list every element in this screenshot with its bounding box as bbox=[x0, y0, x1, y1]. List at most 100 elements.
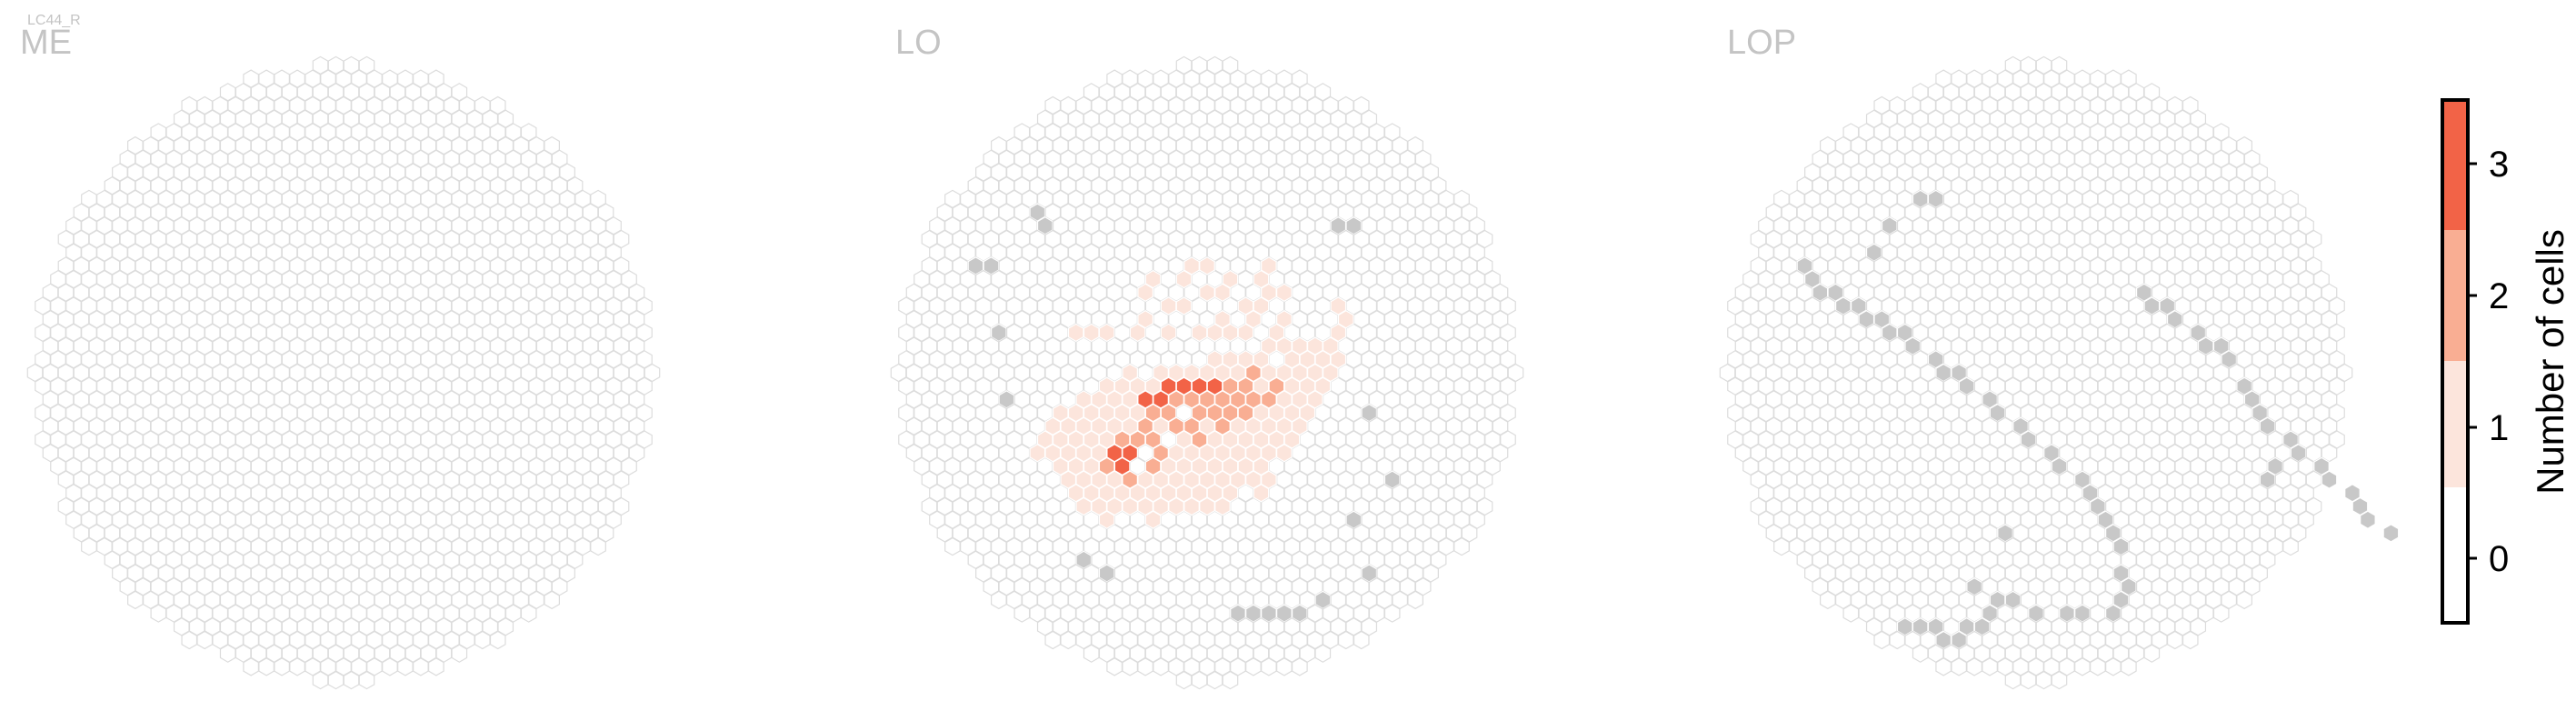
data-hex-count-1 bbox=[1222, 269, 1239, 289]
panel-lop bbox=[1719, 55, 2400, 690]
grid-hex bbox=[1060, 630, 1077, 650]
data-hex-count-1 bbox=[1330, 350, 1347, 369]
grid-hex bbox=[1842, 604, 1860, 623]
data-hex-count-1 bbox=[1083, 323, 1100, 343]
grid-hex bbox=[2282, 536, 2299, 556]
grid-hex bbox=[1353, 630, 1370, 650]
grid-hex bbox=[196, 630, 214, 650]
grid-hex bbox=[1889, 630, 1906, 650]
data-hex-count-1 bbox=[1175, 296, 1193, 315]
grid-hex bbox=[1383, 604, 1401, 623]
grid-hex bbox=[1044, 630, 1062, 650]
colorbar-tick-label-1: 1 bbox=[2489, 408, 2509, 448]
data-hex-count-1 bbox=[1199, 496, 1215, 516]
panel-me bbox=[26, 55, 661, 690]
data-hex-count-1 bbox=[1253, 484, 1270, 503]
data-hex-count-1 bbox=[1160, 296, 1177, 315]
grid-hex bbox=[2166, 630, 2183, 650]
grid-hex bbox=[2182, 630, 2199, 650]
grid-hex bbox=[382, 657, 398, 676]
grid-hex bbox=[520, 604, 537, 623]
grid-hex bbox=[413, 657, 429, 676]
data-hex-count-1 bbox=[1153, 496, 1169, 516]
grid-hex bbox=[1951, 657, 1967, 676]
data-hex-count-1 bbox=[1214, 496, 1231, 516]
grid-hex bbox=[358, 670, 375, 690]
grid-hex bbox=[1083, 644, 1100, 663]
data-hex-count-1 bbox=[1237, 350, 1254, 369]
grid-hex bbox=[2121, 657, 2137, 676]
grid-hex bbox=[2143, 644, 2161, 663]
data-hex-count-1 bbox=[1245, 416, 1262, 436]
grid-hex bbox=[1206, 670, 1223, 690]
grid-hex bbox=[289, 657, 305, 676]
colorbar-segment-0 bbox=[2442, 486, 2468, 623]
grid-hex bbox=[2105, 657, 2122, 676]
data-hex-count-1 bbox=[1206, 323, 1223, 343]
data-hex-count-1 bbox=[1276, 283, 1293, 303]
grid-hex bbox=[1773, 536, 1790, 556]
data-hex-count-1 bbox=[1137, 283, 1153, 303]
panel-label-lo: LO bbox=[895, 24, 942, 62]
panel-label-me: ME bbox=[20, 24, 72, 62]
grid-hex bbox=[1137, 657, 1153, 676]
grid-hex bbox=[1276, 657, 1293, 676]
data-hex-count-1 bbox=[1306, 336, 1323, 355]
edge-marker-hex bbox=[2321, 470, 2338, 489]
grid-hex bbox=[150, 604, 167, 623]
data-hex-count-1 bbox=[1237, 323, 1254, 343]
data-hex-count-1 bbox=[1261, 256, 1277, 275]
data-hex-count-1 bbox=[1137, 309, 1153, 329]
panel-label-lop: LOP bbox=[1727, 24, 1797, 62]
grid-hex bbox=[2090, 657, 2106, 676]
grid-hex bbox=[258, 657, 275, 676]
grid-hex bbox=[1245, 657, 1262, 676]
grid-hex bbox=[81, 536, 97, 556]
colorbar-title: Number of cells bbox=[2529, 229, 2571, 495]
colorbar-tick-label-2: 2 bbox=[2489, 276, 2509, 316]
data-hex-count-1 bbox=[1029, 443, 1046, 463]
grid-hex bbox=[343, 670, 360, 690]
data-hex-count-1 bbox=[1168, 496, 1184, 516]
data-hex-count-1 bbox=[1160, 323, 1177, 343]
grid-hex bbox=[219, 644, 236, 663]
grid-hex bbox=[127, 590, 144, 610]
colorbar-frame bbox=[2441, 98, 2470, 625]
grid-hex bbox=[1912, 644, 1929, 663]
grid-hex bbox=[2236, 590, 2252, 610]
data-hex-count-1 bbox=[1276, 309, 1293, 329]
colorbar-segment-2 bbox=[2442, 229, 2468, 361]
panel-lo bbox=[890, 55, 1524, 690]
data-hex-count-1 bbox=[1153, 416, 1169, 436]
grid-hex bbox=[1407, 590, 1423, 610]
data-hex-count-1 bbox=[1330, 323, 1347, 343]
data-hex-count-1 bbox=[1122, 363, 1138, 383]
grid-hex bbox=[312, 670, 329, 690]
grid-hex bbox=[451, 644, 468, 663]
data-hex-count-1 bbox=[1183, 363, 1200, 383]
grid-hex bbox=[243, 657, 259, 676]
data-hex-count-1 bbox=[1206, 350, 1223, 369]
grid-hex bbox=[944, 536, 961, 556]
grid-hex bbox=[1453, 536, 1470, 556]
grid-hex bbox=[1175, 670, 1193, 690]
colorbar-segment-3 bbox=[2442, 100, 2468, 230]
data-hex-count-1 bbox=[1199, 256, 1215, 275]
grid-hex bbox=[1337, 630, 1354, 650]
data-hex-count-1 bbox=[1183, 496, 1200, 516]
grid-hex bbox=[327, 670, 344, 690]
data-hex-count-1 bbox=[1237, 296, 1254, 315]
grid-hex bbox=[590, 536, 606, 556]
data-hex-count-1 bbox=[1175, 456, 1193, 476]
grid-hex bbox=[1873, 630, 1891, 650]
data-hex-count-1 bbox=[1098, 376, 1115, 396]
grid-hex bbox=[1935, 657, 1952, 676]
data-hex-count-1 bbox=[1067, 323, 1084, 343]
data-hex-count-1 bbox=[1230, 470, 1246, 489]
data-hex-count-1 bbox=[1168, 363, 1184, 383]
data-hex-count-1 bbox=[1122, 496, 1138, 516]
data-hex-count-1 bbox=[1075, 496, 1093, 516]
grid-hex bbox=[1122, 657, 1138, 676]
